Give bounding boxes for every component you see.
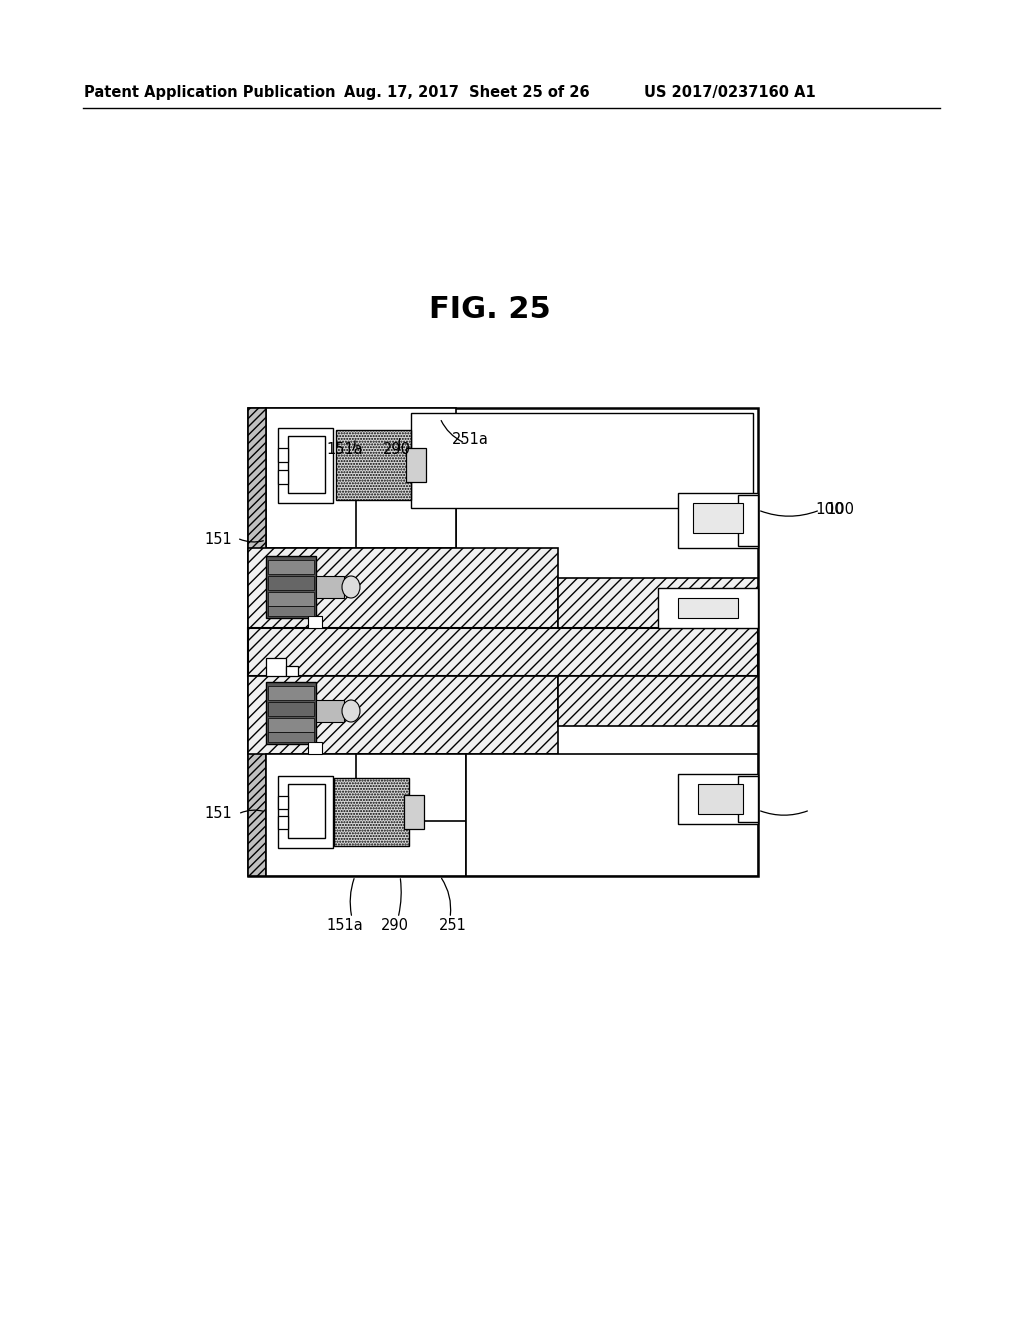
- Bar: [678, 598, 738, 618]
- Bar: [248, 408, 758, 876]
- Bar: [658, 587, 758, 628]
- Bar: [308, 616, 322, 628]
- Bar: [404, 795, 424, 829]
- Bar: [268, 733, 314, 742]
- Bar: [268, 702, 314, 715]
- Bar: [558, 676, 758, 726]
- Bar: [266, 754, 466, 876]
- Bar: [268, 591, 314, 606]
- Bar: [356, 754, 466, 821]
- Bar: [411, 413, 753, 508]
- Text: 151a: 151a: [327, 442, 364, 458]
- Bar: [278, 447, 288, 462]
- Bar: [278, 816, 288, 829]
- Bar: [268, 686, 314, 700]
- Bar: [466, 754, 758, 876]
- Text: FIG. 25: FIG. 25: [429, 296, 551, 325]
- Bar: [558, 578, 758, 628]
- Text: Patent Application Publication: Patent Application Publication: [84, 86, 336, 100]
- Bar: [288, 784, 325, 838]
- Bar: [268, 718, 314, 733]
- Text: 251a: 251a: [452, 433, 488, 447]
- Text: 100: 100: [815, 503, 845, 517]
- Bar: [308, 742, 322, 754]
- Text: 151: 151: [204, 807, 231, 821]
- Bar: [336, 430, 411, 500]
- Bar: [266, 754, 758, 876]
- Text: 100: 100: [826, 503, 854, 517]
- Bar: [278, 470, 288, 484]
- Bar: [266, 556, 316, 618]
- Bar: [268, 560, 314, 574]
- Ellipse shape: [342, 700, 360, 722]
- Text: 251: 251: [439, 919, 467, 933]
- Text: Aug. 17, 2017  Sheet 25 of 26: Aug. 17, 2017 Sheet 25 of 26: [344, 86, 590, 100]
- Bar: [678, 774, 758, 824]
- Bar: [693, 503, 743, 533]
- Bar: [248, 676, 558, 754]
- Ellipse shape: [342, 576, 360, 598]
- Bar: [278, 428, 333, 503]
- Bar: [678, 492, 758, 548]
- Bar: [316, 700, 344, 722]
- Bar: [278, 776, 333, 847]
- Bar: [266, 657, 286, 676]
- Bar: [248, 548, 558, 628]
- Bar: [738, 495, 758, 546]
- Text: 290: 290: [381, 919, 409, 933]
- Bar: [268, 576, 314, 590]
- Bar: [248, 628, 758, 676]
- Bar: [406, 447, 426, 482]
- Bar: [266, 408, 456, 548]
- Bar: [698, 784, 743, 814]
- Bar: [334, 777, 409, 846]
- Text: 151a: 151a: [327, 919, 364, 933]
- Bar: [288, 436, 325, 492]
- Bar: [738, 776, 758, 822]
- Bar: [248, 408, 266, 876]
- Text: US 2017/0237160 A1: US 2017/0237160 A1: [644, 86, 816, 100]
- Bar: [316, 576, 344, 598]
- Bar: [268, 606, 314, 616]
- Bar: [266, 682, 316, 744]
- Text: 290: 290: [383, 442, 411, 458]
- Bar: [286, 667, 298, 676]
- Text: 151: 151: [204, 532, 231, 548]
- Bar: [356, 469, 456, 548]
- Bar: [278, 796, 288, 809]
